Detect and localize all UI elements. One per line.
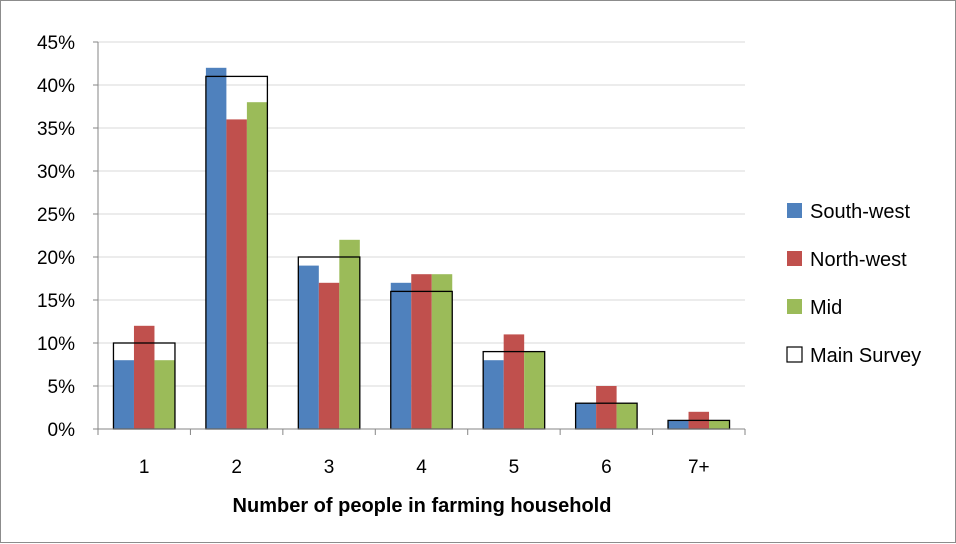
legend-swatch-main-survey <box>786 346 803 363</box>
bar-north-west-4 <box>411 274 432 429</box>
x-tick-labels: 1 2 3 4 5 6 7+ <box>139 457 710 478</box>
y-tick-label: 30% <box>37 162 75 183</box>
bar-mid-4 <box>431 274 453 429</box>
bar-south-west-3 <box>298 265 319 429</box>
bar-north-west-5 <box>503 334 525 429</box>
y-tick-label: 35% <box>37 119 75 140</box>
legend: South-west North-west Mid Main Survey <box>786 201 921 367</box>
bar-mid-3 <box>339 239 360 429</box>
legend-label-south-west: South-west <box>810 201 910 223</box>
bar-north-west-2 <box>226 119 247 430</box>
bar-mid-1 <box>154 360 175 429</box>
y-tick-label: 15% <box>37 291 75 312</box>
bar-south-west-7plus <box>668 420 689 429</box>
bar-south-west-6 <box>575 403 597 429</box>
y-tick-label: 0% <box>48 420 76 441</box>
x-axis-title: Number of people in farming household <box>233 495 612 517</box>
x-tick-label: 3 <box>324 457 335 478</box>
x-tick-label: 6 <box>601 457 612 478</box>
x-tick-label: 2 <box>231 457 242 478</box>
bar-south-west-2 <box>205 67 227 430</box>
legend-label-mid: Mid <box>810 297 842 319</box>
y-tick-label: 25% <box>37 205 75 226</box>
x-tick-label: 1 <box>139 457 150 478</box>
bar-mid-6 <box>616 403 638 429</box>
bar-mid-2 <box>246 102 268 429</box>
y-tick-label: 10% <box>37 334 75 355</box>
y-tick-labels: 0% 5% 10% 15% 20% 25% 30% 35% 40% 45% <box>37 33 75 441</box>
legend-swatch-north-west <box>787 251 802 266</box>
bar-mid-5 <box>524 351 545 429</box>
x-tick-label: 4 <box>416 457 427 478</box>
x-tick-label: 5 <box>509 457 520 478</box>
y-tick-label: 20% <box>37 248 75 269</box>
y-tick-label: 40% <box>37 76 75 97</box>
bars <box>113 67 730 430</box>
legend-swatch-mid <box>787 299 802 314</box>
y-tick-label: 45% <box>37 33 75 54</box>
bar-south-west-1 <box>113 360 134 429</box>
bar-south-west-4 <box>390 282 412 429</box>
x-tick-label: 7+ <box>688 457 710 478</box>
bar-north-west-1 <box>133 325 155 429</box>
bar-north-west-6 <box>596 386 617 429</box>
axes <box>93 41 746 435</box>
legend-swatch-south-west <box>787 203 802 218</box>
legend-label-main-survey: Main Survey <box>810 345 921 367</box>
y-tick-label: 5% <box>48 377 76 398</box>
bar-south-west-5 <box>483 360 504 429</box>
legend-label-north-west: North-west <box>810 249 907 271</box>
bar-mid-7plus <box>709 420 730 429</box>
bar-north-west-3 <box>318 282 340 429</box>
